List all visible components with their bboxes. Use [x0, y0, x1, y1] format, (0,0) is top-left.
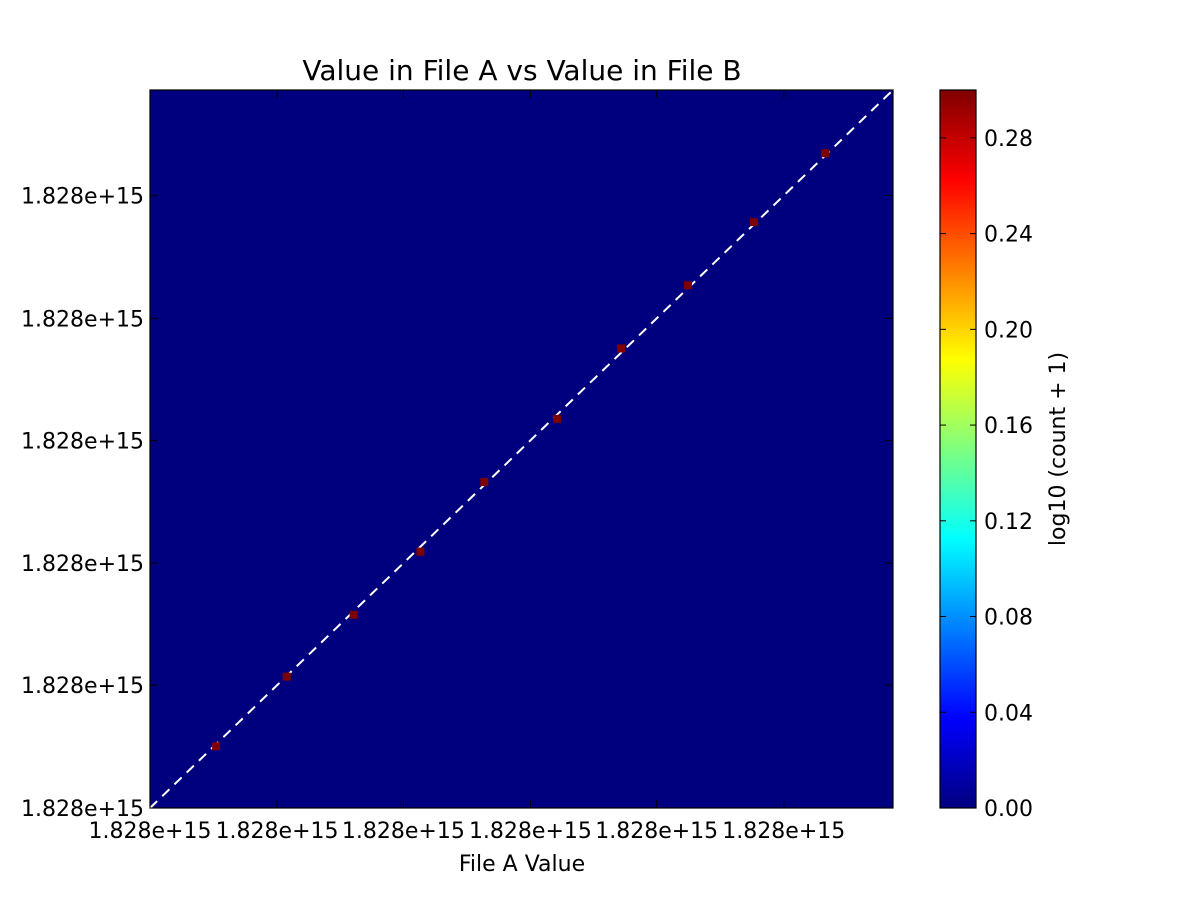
x-tick-label: 1.828e+15: [595, 819, 718, 844]
heatmap-cell: [683, 281, 692, 290]
heatmap-cell: [750, 218, 759, 227]
y-tick-label: 1.828e+15: [21, 552, 144, 577]
colorbar-tick-label: 0.24: [984, 223, 1033, 248]
y-tick-label: 1.828e+15: [21, 307, 144, 332]
x-tick-label: 1.828e+15: [469, 819, 592, 844]
x-tick-label: 1.828e+15: [89, 819, 212, 844]
x-tick-label: 1.828e+15: [722, 819, 845, 844]
x-axis-label: File A Value: [459, 852, 585, 877]
colorbar-tick-label: 0.04: [984, 701, 1033, 726]
y-tick-label: 1.828e+15: [21, 429, 144, 454]
heatmap-cell: [282, 672, 291, 681]
heatmap-cell: [821, 149, 830, 158]
colorbar-tick-label: 0.28: [984, 127, 1033, 152]
colorbar-tick-label: 0.12: [984, 510, 1033, 535]
chart-title: Value in File A vs Value in File B: [302, 54, 741, 87]
colorbar: [939, 89, 977, 809]
x-tick-label: 1.828e+15: [216, 819, 339, 844]
heatmap-cell: [617, 344, 626, 353]
x-tick-label: 1.828e+15: [342, 819, 465, 844]
colorbar-tick-label: 0.00: [984, 797, 1033, 822]
plot-content: [149, 89, 894, 809]
x-axis: 1.828e+15 1.828e+15 1.828e+15 1.828e+15 1.82…: [89, 90, 845, 844]
y-tick-label: 1.828e+15: [21, 674, 144, 699]
colorbar-tick-label: 0.16: [984, 414, 1033, 439]
heatmap-cell: [480, 478, 489, 487]
y-axis: 1.828e+15 1.828e+15 1.828e+15 1.828e+15 1.82…: [21, 185, 893, 822]
colorbar-label: log10 (count + 1): [1046, 352, 1071, 546]
y-tick-label: 1.828e+15: [21, 797, 144, 822]
y-tick-label: 1.828e+15: [21, 185, 144, 210]
heatmap-cell: [212, 742, 221, 751]
colorbar-ticks: 0.00 0.04 0.08 0.12 0.16 0.20 0.24 0.28: [940, 127, 1033, 822]
heatmap-cell: [349, 610, 358, 619]
heatmap-cell: [553, 414, 562, 423]
colorbar-tick-label: 0.20: [984, 318, 1033, 343]
heatmap-cell: [416, 547, 425, 556]
reference-line: [149, 89, 894, 809]
colorbar-tick-label: 0.08: [984, 606, 1033, 631]
